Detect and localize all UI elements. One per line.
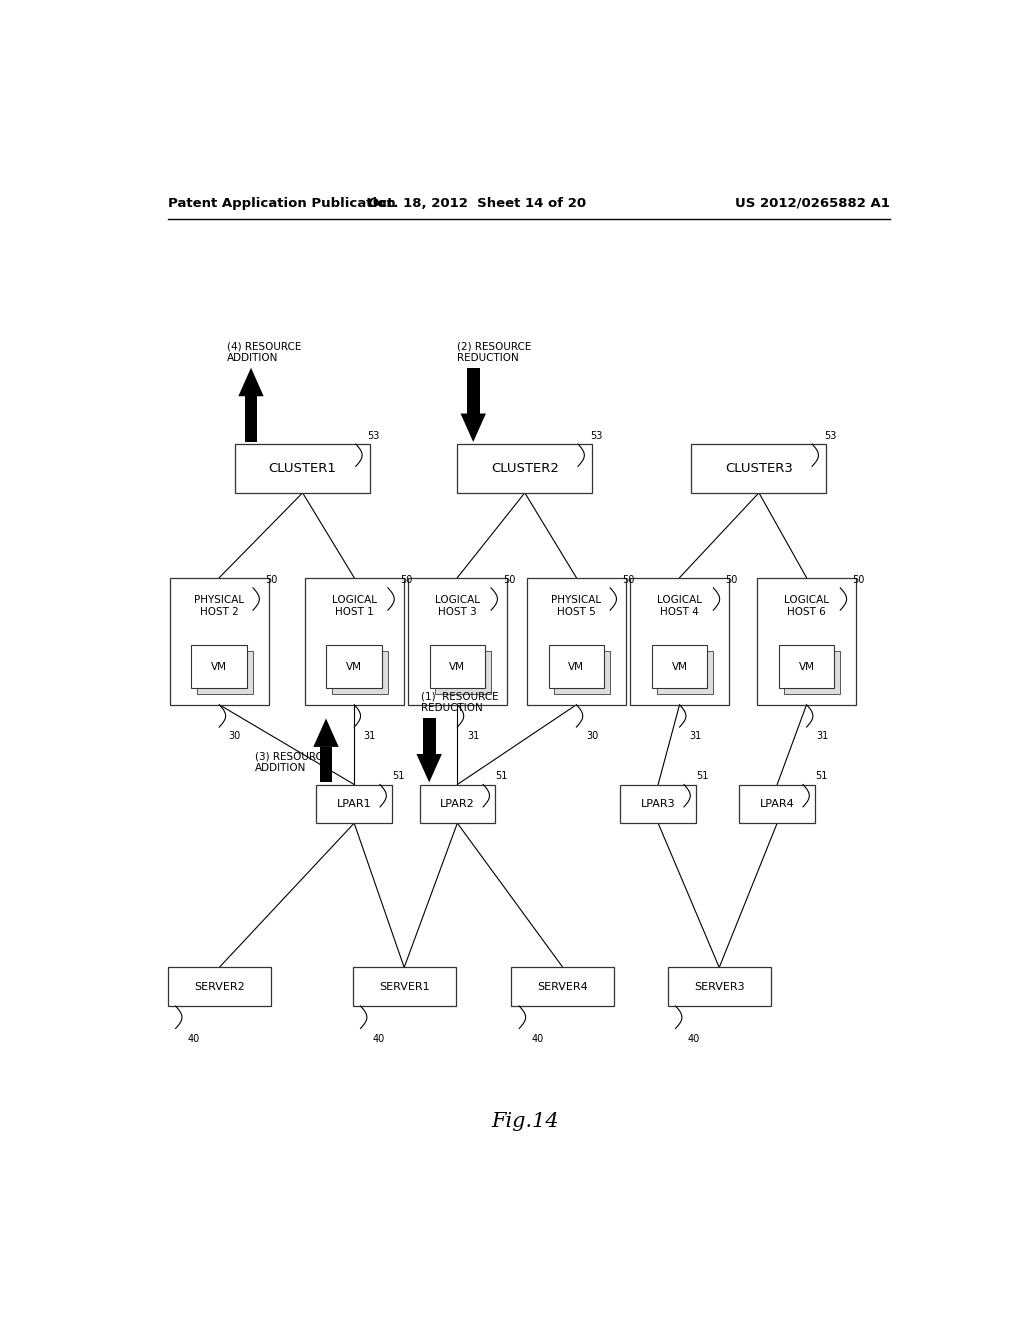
Text: US 2012/0265882 A1: US 2012/0265882 A1	[735, 197, 890, 210]
FancyBboxPatch shape	[191, 645, 247, 688]
FancyBboxPatch shape	[549, 645, 604, 688]
FancyBboxPatch shape	[327, 645, 382, 688]
Text: 50: 50	[622, 574, 635, 585]
Text: Oct. 18, 2012  Sheet 14 of 20: Oct. 18, 2012 Sheet 14 of 20	[368, 197, 587, 210]
FancyBboxPatch shape	[423, 718, 435, 754]
Text: LPAR3: LPAR3	[641, 799, 676, 809]
FancyBboxPatch shape	[739, 784, 815, 824]
FancyBboxPatch shape	[651, 645, 708, 688]
FancyBboxPatch shape	[757, 578, 856, 705]
Text: (3) RESOURCE
ADDITION: (3) RESOURCE ADDITION	[255, 751, 329, 774]
Text: CLUSTER2: CLUSTER2	[490, 462, 559, 475]
Polygon shape	[417, 754, 442, 783]
FancyBboxPatch shape	[236, 444, 370, 492]
Text: (2) RESOURCE
REDUCTION: (2) RESOURCE REDUCTION	[458, 341, 531, 363]
Text: 50: 50	[399, 574, 413, 585]
Polygon shape	[239, 368, 264, 396]
FancyBboxPatch shape	[304, 578, 403, 705]
Text: Patent Application Publication: Patent Application Publication	[168, 197, 395, 210]
Text: 31: 31	[816, 731, 828, 741]
FancyBboxPatch shape	[630, 578, 729, 705]
Text: 53: 53	[824, 430, 837, 441]
FancyBboxPatch shape	[245, 396, 257, 442]
FancyBboxPatch shape	[170, 578, 269, 705]
Text: 31: 31	[364, 731, 376, 741]
Text: 50: 50	[852, 574, 864, 585]
FancyBboxPatch shape	[657, 651, 713, 694]
Text: 51: 51	[696, 771, 709, 781]
FancyBboxPatch shape	[511, 968, 614, 1006]
FancyBboxPatch shape	[778, 645, 835, 688]
FancyBboxPatch shape	[420, 784, 495, 824]
FancyBboxPatch shape	[467, 368, 479, 413]
FancyBboxPatch shape	[408, 578, 507, 705]
Text: 53: 53	[368, 430, 380, 441]
FancyBboxPatch shape	[691, 444, 826, 492]
Text: LPAR2: LPAR2	[440, 799, 475, 809]
Text: SERVER3: SERVER3	[694, 982, 744, 991]
Text: SERVER4: SERVER4	[538, 982, 588, 991]
Text: (1)  RESOURCE
REDUCTION: (1) RESOURCE REDUCTION	[421, 692, 499, 713]
FancyBboxPatch shape	[526, 578, 626, 705]
Text: VM: VM	[568, 661, 585, 672]
Text: VM: VM	[211, 661, 227, 672]
FancyBboxPatch shape	[316, 784, 392, 824]
Polygon shape	[461, 413, 486, 442]
Text: LOGICAL
HOST 4: LOGICAL HOST 4	[657, 595, 702, 616]
Text: 30: 30	[228, 731, 241, 741]
Text: 50: 50	[503, 574, 515, 585]
Text: PHYSICAL
HOST 5: PHYSICAL HOST 5	[551, 595, 601, 616]
Text: Fig.14: Fig.14	[490, 1113, 559, 1131]
FancyBboxPatch shape	[458, 444, 592, 492]
FancyBboxPatch shape	[352, 968, 456, 1006]
Text: 31: 31	[467, 731, 479, 741]
FancyBboxPatch shape	[435, 651, 490, 694]
FancyBboxPatch shape	[319, 747, 333, 783]
Text: 31: 31	[689, 731, 701, 741]
Text: CLUSTER1: CLUSTER1	[268, 462, 337, 475]
Text: 40: 40	[187, 1034, 200, 1044]
FancyBboxPatch shape	[554, 651, 609, 694]
FancyBboxPatch shape	[332, 651, 387, 694]
FancyBboxPatch shape	[668, 968, 771, 1006]
Text: SERVER1: SERVER1	[379, 982, 429, 991]
Text: 50: 50	[725, 574, 737, 585]
Text: 51: 51	[392, 771, 404, 781]
Text: 40: 40	[373, 1034, 385, 1044]
Text: VM: VM	[346, 661, 362, 672]
Text: SERVER2: SERVER2	[194, 982, 245, 991]
Text: LPAR4: LPAR4	[760, 799, 795, 809]
Text: VM: VM	[799, 661, 814, 672]
Text: 51: 51	[495, 771, 508, 781]
FancyBboxPatch shape	[430, 645, 485, 688]
FancyBboxPatch shape	[168, 968, 270, 1006]
Text: LOGICAL
HOST 1: LOGICAL HOST 1	[332, 595, 377, 616]
Text: PHYSICAL
HOST 2: PHYSICAL HOST 2	[195, 595, 245, 616]
FancyBboxPatch shape	[621, 784, 696, 824]
Text: (4) RESOURCE
ADDITION: (4) RESOURCE ADDITION	[227, 341, 302, 363]
Text: CLUSTER3: CLUSTER3	[725, 462, 793, 475]
Text: VM: VM	[450, 661, 465, 672]
Polygon shape	[313, 718, 339, 747]
Text: 40: 40	[687, 1034, 699, 1044]
Text: 53: 53	[590, 430, 602, 441]
Text: LOGICAL
HOST 6: LOGICAL HOST 6	[784, 595, 829, 616]
Text: 40: 40	[531, 1034, 544, 1044]
Text: VM: VM	[672, 661, 687, 672]
Text: 50: 50	[265, 574, 278, 585]
Text: 30: 30	[586, 731, 598, 741]
FancyBboxPatch shape	[784, 651, 840, 694]
Text: 51: 51	[815, 771, 827, 781]
FancyBboxPatch shape	[197, 651, 253, 694]
Text: LOGICAL
HOST 3: LOGICAL HOST 3	[435, 595, 480, 616]
Text: LPAR1: LPAR1	[337, 799, 372, 809]
